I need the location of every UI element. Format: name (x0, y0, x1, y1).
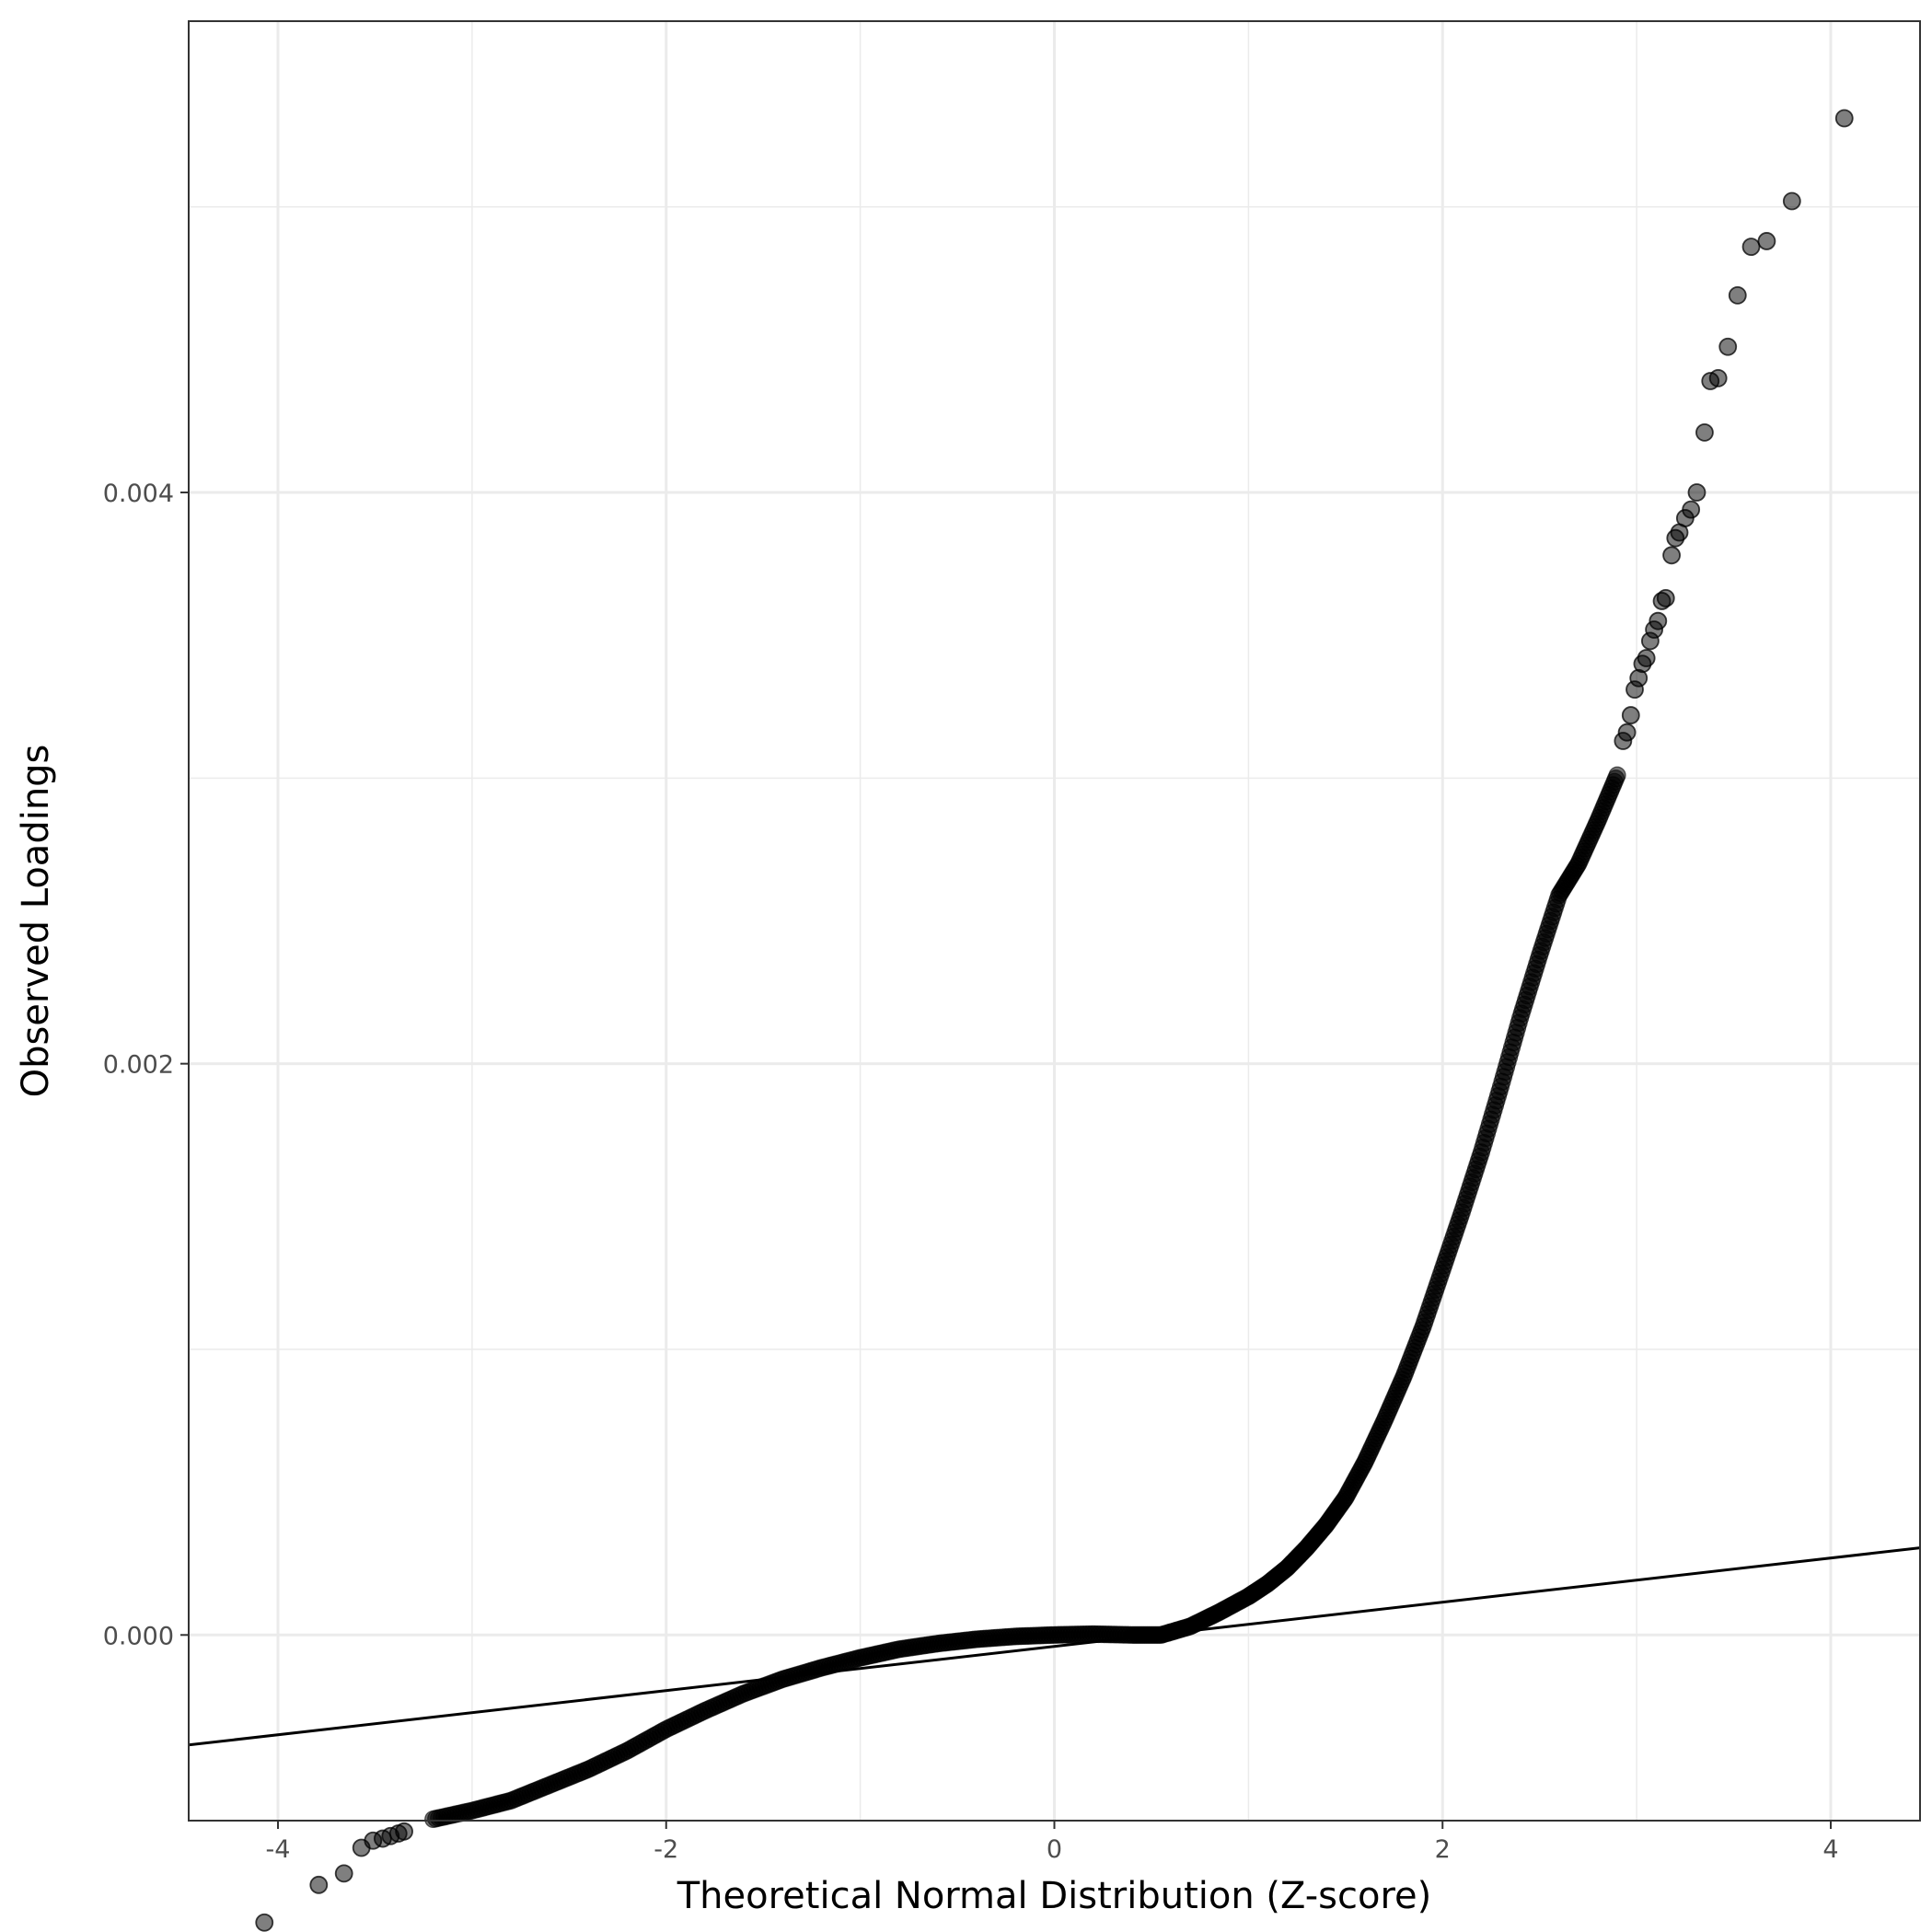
data-point (1656, 588, 1675, 607)
x-axis-ticks: -4 -2 0 2 4 (266, 1821, 1839, 1864)
data-point (1637, 649, 1656, 667)
y-tick-label: 0.002 (103, 1051, 174, 1080)
data-point (309, 1875, 329, 1894)
data-point (1728, 286, 1747, 305)
data-point (1662, 546, 1681, 565)
y-tick-label: 0.000 (103, 1622, 174, 1650)
data-point (1695, 422, 1714, 442)
x-tick-label: -4 (266, 1835, 291, 1864)
reference-line-group (188, 1546, 1921, 1747)
data-point (1687, 483, 1706, 502)
data-point (1718, 337, 1738, 356)
data-point (1708, 368, 1728, 388)
data-point (334, 1864, 353, 1883)
x-axis-title: Theoretical Normal Distribution (Z-score… (677, 1875, 1432, 1917)
data-point (1649, 611, 1668, 631)
data-point (1782, 191, 1801, 211)
data-point (1621, 706, 1640, 724)
x-tick-label: 0 (1047, 1835, 1062, 1864)
data-point (1741, 237, 1761, 257)
data-points (255, 109, 1854, 1932)
data-point (1608, 766, 1626, 784)
data-point (1617, 723, 1637, 742)
x-tick-label: 2 (1435, 1835, 1451, 1864)
data-point (1834, 109, 1854, 128)
x-tick-label: 4 (1822, 1835, 1838, 1864)
data-point (255, 1913, 274, 1932)
data-point (1757, 232, 1776, 250)
y-tick-label: 0.004 (103, 480, 174, 508)
data-point (1682, 500, 1701, 519)
reference-line (188, 1546, 1921, 1747)
x-tick-label: -2 (654, 1835, 678, 1864)
data-point (395, 1822, 413, 1841)
y-axis-ticks: 0.000 0.002 0.004 (103, 480, 189, 1650)
y-axis-title: Observed Loadings (15, 745, 57, 1098)
